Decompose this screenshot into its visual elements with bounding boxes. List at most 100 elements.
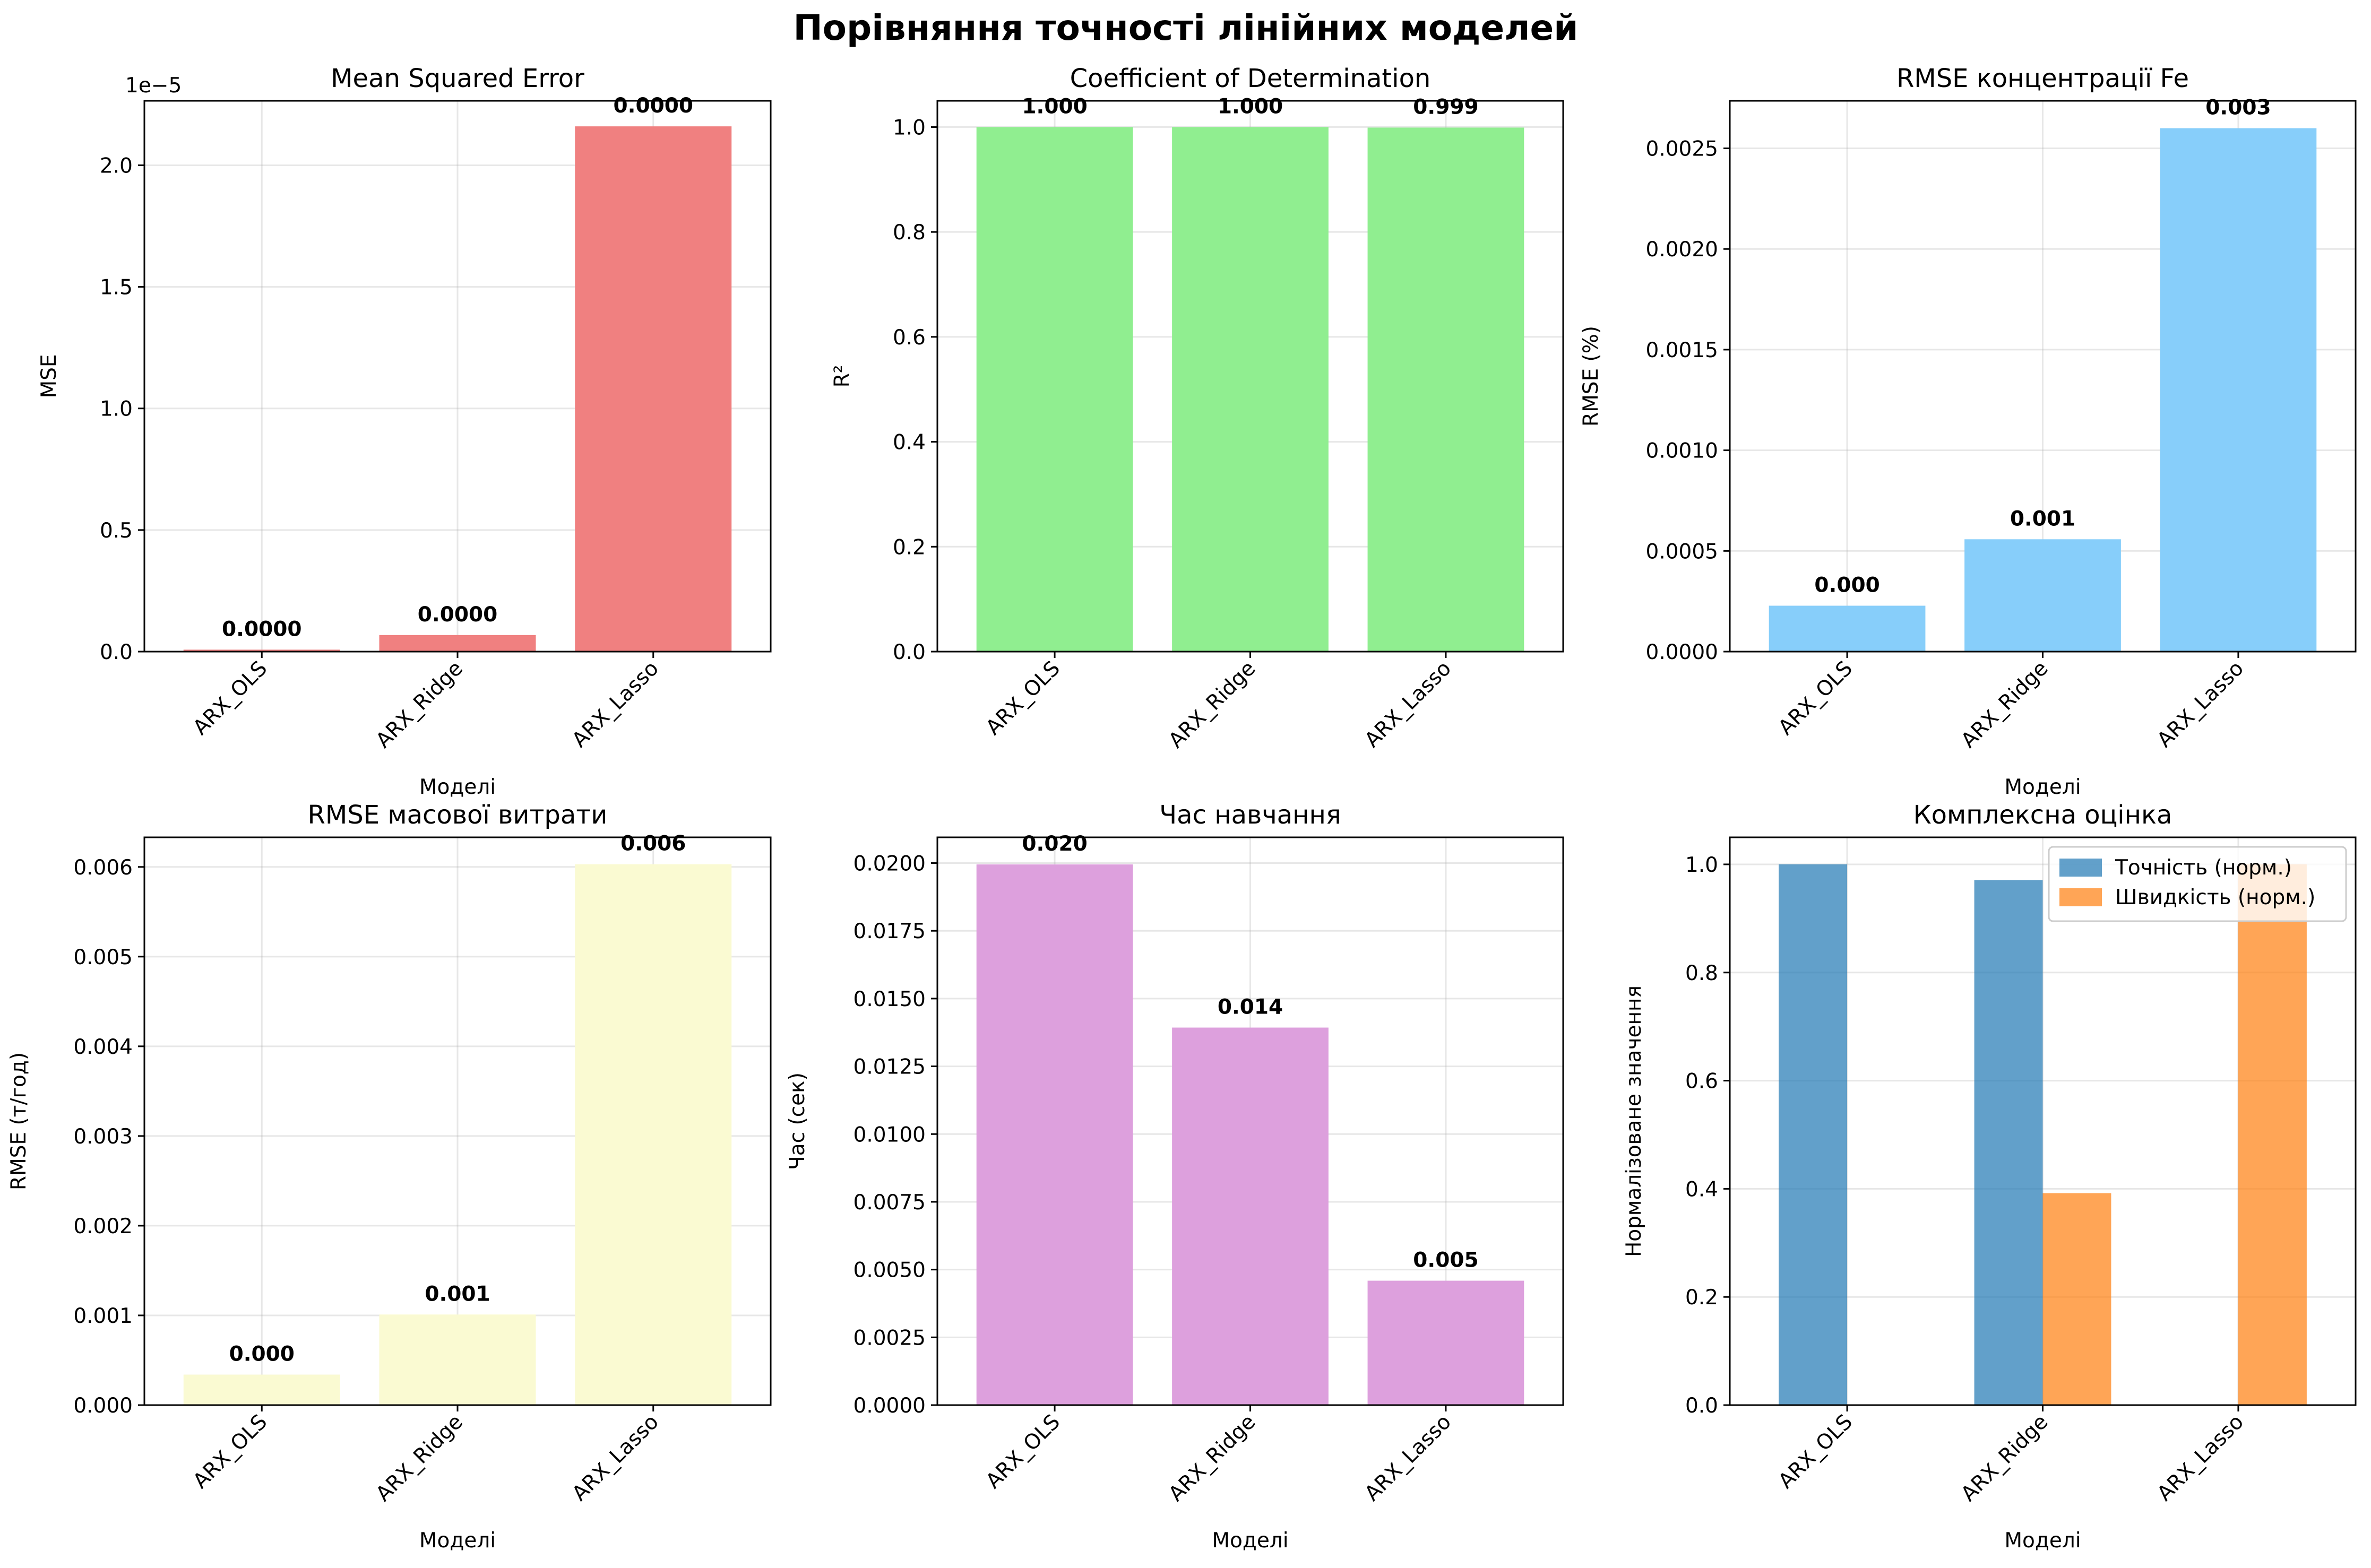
y-tick-label: 0.6 [893, 326, 926, 350]
y-tick-label: 0.0125 [853, 1055, 926, 1079]
legend-swatch [2059, 888, 2102, 906]
data-label: 0.0000 [614, 94, 694, 118]
y-tick-label: 0.005 [73, 946, 133, 969]
panel-title: Mean Squared Error [331, 64, 584, 93]
y-tick-label: 0.0100 [853, 1123, 926, 1147]
legend-entry: Точність (норм.) [2115, 856, 2292, 880]
y-tick-label: 0.0200 [853, 852, 926, 876]
bar-arx_ols [183, 1374, 340, 1405]
y-tick-label: 0.4 [1685, 1177, 1718, 1201]
y-tick-label: 0.0000 [853, 1394, 926, 1418]
y-axis-label: MSE [37, 354, 61, 398]
y-tick-label: 1.0 [1685, 853, 1718, 877]
bar-speed-arx_ridge [2042, 1193, 2111, 1405]
panel-r2: 1.000 1.000 0.9990.00.20.40.60.81.0ARX_OLS… [830, 64, 1564, 753]
y-tick-label: 0.0000 [1646, 640, 1718, 664]
panel-rmse_fe: 0.000 0.001 0.003 0.0000 0.0005 0.0010 0.0015 0… [1579, 64, 2357, 799]
legend-frame [2048, 846, 2347, 922]
y-tick-label: 0.0 [893, 640, 926, 664]
bar-arx_ridge [379, 1314, 536, 1405]
x-axis-label: Моделі [2004, 1529, 2081, 1553]
y-offset-label: 1e−5 [125, 74, 182, 98]
y-tick-label: 0.0015 [1646, 339, 1718, 362]
legend-entry: Швидкість (норм.) [2115, 886, 2315, 909]
panel-time: 0.020 0.014 0.005 0.0000 0.0025 0.0050 0.0075 0… [786, 800, 1564, 1553]
data-label: 0.000 [1814, 574, 1879, 597]
bar-arx_lasso [2160, 128, 2317, 652]
y-tick-label: 0.0175 [853, 920, 926, 943]
y-tick-label: 0.2 [893, 535, 926, 559]
y-tick-label: 0.0005 [1646, 540, 1718, 564]
bar-arx_ridge [1172, 127, 1329, 652]
bar-arx_ols [1769, 605, 1926, 652]
y-tick-label: 0.000 [73, 1394, 133, 1418]
bar-arx_ridge [1964, 539, 2121, 652]
panel-rmse_mass: 0.000 0.001 0.006 0.000 0.001 0.002 0.003 0.004… [7, 800, 772, 1553]
y-tick-label: 0.0025 [853, 1326, 926, 1350]
panel-title: Комплексна оцінка [1913, 800, 2172, 830]
bar-arx_ridge [379, 635, 536, 652]
y-tick-label: 0.0050 [853, 1259, 926, 1283]
bar-arx_lasso [575, 864, 732, 1405]
data-label: 0.005 [1413, 1249, 1478, 1272]
y-axis-label: Нормалізоване значення [1622, 985, 1646, 1257]
y-tick-label: 0.0010 [1646, 439, 1718, 463]
y-tick-label: 0.0075 [853, 1191, 926, 1215]
y-tick-label: 1.5 [100, 276, 133, 300]
y-tick-label: 2.0 [100, 154, 133, 178]
y-tick-label: 0.6 [1685, 1070, 1718, 1094]
y-axis-label: R² [830, 365, 854, 388]
y-tick-label: 0.0 [100, 640, 133, 664]
legend-swatch [2059, 859, 2102, 877]
y-tick-label: 0.004 [73, 1035, 133, 1059]
bar-arx_ols [183, 649, 340, 652]
y-tick-label: 0.0150 [853, 987, 926, 1011]
data-label: 0.999 [1413, 95, 1478, 119]
data-label: 1.000 [1218, 94, 1283, 118]
bar-arx_ols [976, 864, 1133, 1405]
y-tick-label: 0.002 [73, 1215, 133, 1238]
legend: Точність (норм.) Швидкість (норм.) [2048, 846, 2347, 922]
bar-arx_ols [976, 127, 1133, 652]
bar-accuracy-arx_ridge [1974, 880, 2043, 1405]
x-axis-label: Моделі [1212, 1529, 1288, 1553]
x-axis-label: Моделі [419, 775, 496, 799]
x-axis-label: Моделі [419, 1529, 496, 1553]
data-label: 0.006 [620, 832, 686, 856]
y-tick-label: 0.001 [73, 1304, 133, 1328]
panel-title: RMSE концентрації Fe [1896, 64, 2189, 93]
data-label: 0.0000 [222, 617, 302, 641]
bar-arx_ridge [1172, 1027, 1329, 1405]
y-axis-label: RMSE (т/год) [7, 1052, 31, 1190]
figure-title: Порівняння точності лінійних моделей [793, 7, 1578, 48]
y-tick-label: 0.0020 [1646, 238, 1718, 262]
y-tick-label: 0.5 [100, 519, 133, 543]
data-label: 1.000 [1022, 94, 1087, 118]
y-tick-label: 0.0 [1685, 1394, 1718, 1418]
y-tick-label: 0.8 [1685, 961, 1718, 985]
y-tick-label: 0.4 [893, 431, 926, 455]
y-tick-label: 0.8 [893, 221, 926, 245]
panel-title: Coefficient of Determination [1070, 64, 1431, 93]
x-axis-label: Моделі [2004, 775, 2081, 799]
data-label: 0.001 [2010, 507, 2075, 531]
y-tick-label: 1.0 [893, 116, 926, 140]
bar-arx_lasso [1367, 1280, 1524, 1405]
data-label: 0.020 [1022, 832, 1087, 856]
panel-title: RMSE масової витрати [308, 800, 608, 830]
data-label: 0.0000 [418, 603, 498, 627]
y-axis-label: Час (сек) [786, 1072, 809, 1170]
y-tick-label: 0.006 [73, 856, 133, 880]
y-tick-label: 1.0 [100, 397, 133, 421]
data-label: 0.001 [425, 1282, 490, 1306]
y-tick-label: 0.2 [1685, 1286, 1718, 1310]
bar-arx_lasso [1367, 127, 1524, 652]
data-label: 0.014 [1218, 995, 1283, 1019]
y-axis-label: RMSE (%) [1579, 326, 1603, 427]
bar-arx_lasso [575, 126, 732, 652]
y-tick-label: 0.003 [73, 1125, 133, 1149]
bar-speed-arx_lasso [2238, 864, 2307, 1405]
panel-title: Час навчання [1159, 800, 1341, 830]
bar-accuracy-arx_ols [1779, 864, 1848, 1405]
